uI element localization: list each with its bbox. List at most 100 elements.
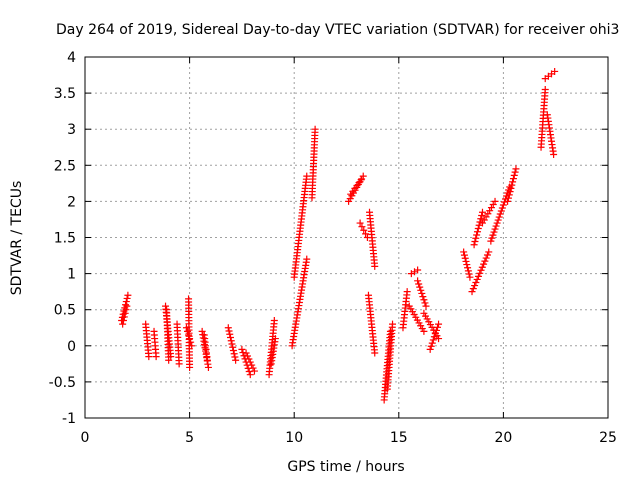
data-point: [123, 294, 131, 302]
data-point: [242, 349, 250, 357]
data-point: [434, 323, 442, 331]
data-point: [477, 266, 485, 274]
data-point: [463, 261, 471, 269]
data-point: [229, 346, 237, 354]
data-point: [429, 336, 437, 344]
series-sdtvar: [118, 67, 559, 404]
data-point: [478, 263, 486, 271]
data-point: [509, 178, 517, 186]
data-point: [245, 355, 253, 363]
data-point: [496, 210, 504, 218]
data-point: [490, 228, 498, 236]
data-point: [509, 175, 517, 183]
data-point: [249, 364, 257, 372]
data-point: [224, 324, 232, 332]
data-point: [487, 237, 495, 245]
grid: [85, 57, 608, 418]
data-point: [271, 335, 279, 343]
data-point: [246, 371, 254, 379]
data-point: [471, 282, 479, 290]
data-point: [504, 197, 512, 205]
data-point: [484, 210, 492, 218]
data-point: [435, 335, 443, 343]
data-point: [228, 340, 236, 348]
data-point: [492, 222, 500, 230]
data-point: [232, 356, 240, 364]
data-point: [488, 234, 496, 242]
data-point: [371, 262, 379, 270]
data-point: [356, 219, 364, 227]
data-point: [491, 225, 499, 233]
x-tick-label: 15: [390, 430, 408, 446]
data-point: [478, 211, 486, 219]
data-point: [414, 266, 422, 274]
data-point: [504, 194, 512, 202]
data-point: [473, 231, 481, 239]
data-point: [473, 275, 481, 283]
data-point: [403, 288, 411, 296]
data-point: [487, 204, 495, 212]
data-point: [471, 237, 479, 245]
data-point: [470, 241, 478, 249]
data-point: [473, 228, 481, 236]
data-point: [416, 283, 424, 291]
data-point: [303, 255, 311, 263]
x-axis-label: GPS time / hours: [287, 459, 404, 475]
y-tick-label: 1.5: [54, 231, 76, 247]
data-point: [226, 330, 234, 338]
x-tick-labels: 0 5 10 15 20 25: [81, 430, 617, 446]
data-point: [420, 327, 428, 335]
x-tick-label: 0: [81, 430, 90, 446]
data-point: [229, 343, 237, 351]
data-point: [489, 231, 497, 239]
y-tick-label: 0.5: [54, 303, 76, 319]
data-point: [415, 280, 423, 288]
data-point: [123, 302, 131, 310]
data-point: [231, 353, 239, 361]
y-tick-label: 2: [67, 194, 76, 210]
data-point: [426, 345, 434, 353]
data-point: [407, 270, 415, 278]
data-point: [422, 302, 430, 310]
y-tick-labels: -1 -0.5 0 0.5 1 1.5 2 2.5 3 3.5 4: [49, 50, 76, 427]
data-point: [512, 165, 520, 173]
data-point: [495, 213, 503, 221]
data-point: [227, 337, 235, 345]
data-point: [226, 333, 234, 341]
data-point: [498, 204, 506, 212]
data-point: [203, 356, 211, 364]
data-point: [464, 267, 472, 275]
data-point: [124, 291, 132, 299]
data-point: [483, 251, 491, 259]
data-point: [410, 268, 418, 276]
data-point: [122, 306, 130, 314]
y-tick-label: 0: [67, 339, 76, 355]
data-point: [482, 254, 490, 262]
data-point: [507, 184, 515, 192]
data-point: [418, 289, 426, 297]
data-point: [420, 296, 428, 304]
data-point: [478, 208, 486, 216]
x-tick-label: 20: [494, 430, 512, 446]
data-point: [550, 150, 558, 158]
data-point: [357, 176, 365, 184]
data-point: [419, 293, 427, 301]
y-tick-label: 2.5: [54, 158, 76, 174]
data-point: [360, 226, 368, 234]
data-point: [551, 67, 559, 75]
data-point: [246, 358, 254, 366]
y-tick-label: 4: [67, 50, 76, 66]
data-point: [462, 257, 470, 265]
data-point: [165, 356, 173, 364]
data-point: [493, 219, 501, 227]
y-axis-label: SDTVAR / TECUs: [9, 181, 25, 296]
data-points: [118, 67, 559, 404]
data-point: [469, 285, 477, 293]
data-point: [120, 313, 128, 321]
data-point: [371, 349, 379, 357]
data-point: [466, 273, 474, 281]
data-point: [230, 350, 238, 358]
data-point: [468, 288, 476, 296]
data-point: [494, 216, 502, 224]
